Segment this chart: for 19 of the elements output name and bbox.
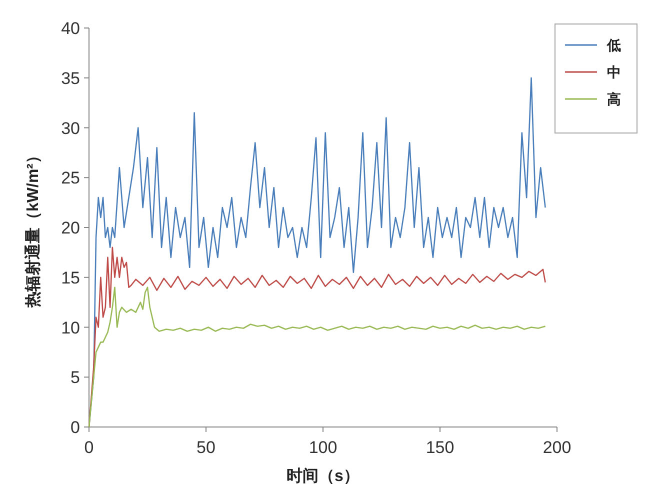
y-tick-label: 10: [61, 318, 80, 338]
y-tick-label: 35: [61, 68, 80, 88]
x-tick-label: 100: [308, 438, 338, 457]
x-axis-title: 时间（s）: [286, 467, 360, 485]
y-tick-label: 0: [70, 418, 80, 437]
x-tick-label: 50: [196, 438, 216, 457]
x-tick-label: 150: [426, 438, 454, 457]
x-tick-label: 0: [84, 438, 94, 457]
y-axis-title: 热辐射通量（kW/m²）: [24, 148, 42, 308]
x-tick-label: 200: [542, 438, 572, 457]
legend-label: 低: [606, 37, 621, 53]
legend-label: 高: [607, 91, 621, 107]
y-tick-label: 20: [61, 218, 80, 238]
y-tick-label: 5: [70, 368, 80, 388]
y-tick-label: 30: [61, 118, 80, 138]
legend-label: 中: [607, 64, 621, 80]
y-tick-label: 25: [61, 168, 80, 188]
y-tick-label: 15: [61, 268, 80, 288]
y-tick-label: 40: [61, 19, 80, 38]
